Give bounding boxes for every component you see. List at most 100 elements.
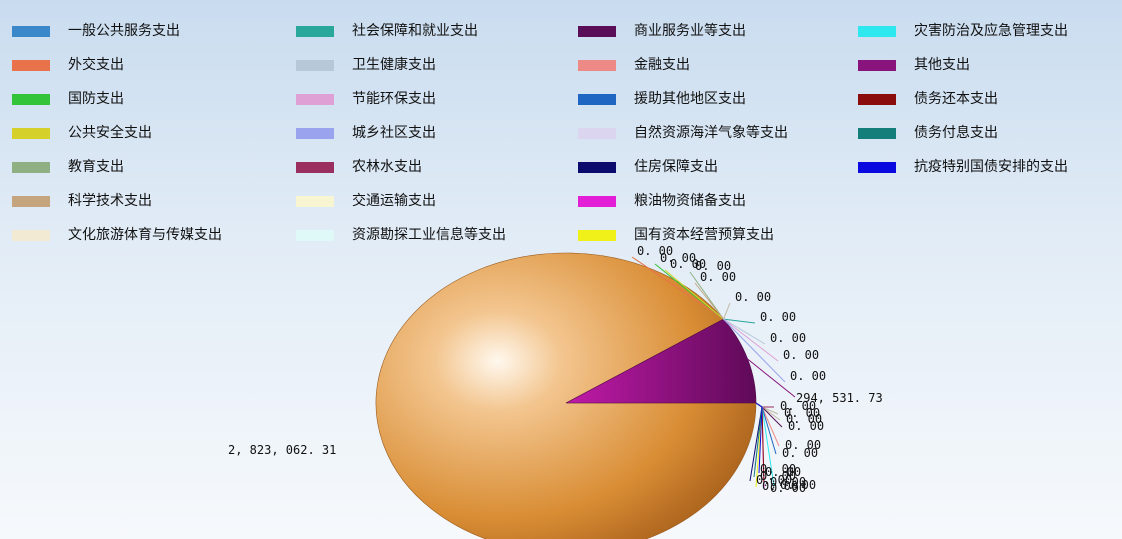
legend-label: 资源勘探工业信息等支出 xyxy=(352,227,506,243)
legend-label: 农林水支出 xyxy=(352,159,422,175)
legend-swatch xyxy=(858,93,896,105)
slice-value-label: 0. 00 xyxy=(785,438,821,452)
slice-value-label: 0. 00 xyxy=(762,479,798,493)
legend-label: 社会保障和就业支出 xyxy=(352,23,478,39)
legend-swatch xyxy=(858,59,896,71)
legend-item: 社会保障和就业支出 xyxy=(296,20,478,42)
legend-item: 交通运输支出 xyxy=(296,190,436,212)
slice-value-label: 0. 00 xyxy=(780,399,816,413)
legend-swatch xyxy=(296,229,334,241)
legend-label: 援助其他地区支出 xyxy=(634,91,746,107)
legend-item: 粮油物资储备支出 xyxy=(578,190,746,212)
slice-value-label: 0. 00 xyxy=(782,446,818,460)
slice-value-label: 0. 00 xyxy=(700,270,736,284)
legend-item: 一般公共服务支出 xyxy=(12,20,180,42)
slice-value-label: 0. 00 xyxy=(788,419,824,433)
legend-label: 粮油物资储备支出 xyxy=(634,193,746,209)
legend-swatch xyxy=(12,93,50,105)
legend-item: 科学技术支出 xyxy=(12,190,152,212)
legend-swatch xyxy=(296,93,334,105)
legend-item: 自然资源海洋气象等支出 xyxy=(578,122,788,144)
legend-label: 金融支出 xyxy=(634,57,690,73)
slice-value-label: 0. 00 xyxy=(760,310,796,324)
legend-swatch xyxy=(12,127,50,139)
legend-item: 商业服务业等支出 xyxy=(578,20,746,42)
slice-value-label: 294, 531. 73 xyxy=(796,391,883,405)
legend-label: 科学技术支出 xyxy=(68,193,152,209)
leader-line xyxy=(664,269,724,320)
legend-item: 城乡社区支出 xyxy=(296,122,436,144)
leader-line xyxy=(747,358,796,398)
slice-value-label: 0. 00 xyxy=(735,290,771,304)
legend-swatch xyxy=(578,127,616,139)
legend-item: 农林水支出 xyxy=(296,156,422,178)
legend-swatch xyxy=(12,229,50,241)
legend-swatch xyxy=(858,127,896,139)
slice-value-label: 0. 00 xyxy=(695,259,731,273)
legend-label: 抗疫特别国债安排的支出 xyxy=(914,159,1068,175)
legend-label: 国防支出 xyxy=(68,91,124,107)
legend-swatch xyxy=(578,229,616,241)
legend-label: 节能环保支出 xyxy=(352,91,436,107)
legend-label: 住房保障支出 xyxy=(634,159,718,175)
legend-item: 抗疫特别国债安排的支出 xyxy=(858,156,1068,178)
legend-label: 教育支出 xyxy=(68,159,124,175)
leader-line xyxy=(694,282,724,320)
legend-label: 文化旅游体育与传媒支出 xyxy=(68,227,222,243)
legend-item: 债务还本支出 xyxy=(858,88,998,110)
leader-line xyxy=(723,318,786,383)
legend-swatch xyxy=(296,127,334,139)
legend-swatch xyxy=(12,59,50,71)
slice-value-label: 0. 00 xyxy=(783,348,819,362)
legend-swatch xyxy=(858,25,896,37)
legend-swatch xyxy=(296,161,334,173)
legend-item: 金融支出 xyxy=(578,54,690,76)
legend-label: 外交支出 xyxy=(68,57,124,73)
legend-swatch xyxy=(296,59,334,71)
legend-swatch xyxy=(578,195,616,207)
legend-item: 住房保障支出 xyxy=(578,156,718,178)
legend-item: 国防支出 xyxy=(12,88,124,110)
legend-swatch xyxy=(578,59,616,71)
slice-value-label: 0. 00 xyxy=(760,462,796,476)
legend-swatch xyxy=(296,195,334,207)
legend-label: 一般公共服务支出 xyxy=(68,23,180,39)
legend-item: 文化旅游体育与传媒支出 xyxy=(12,224,222,246)
legend-swatch xyxy=(578,161,616,173)
legend-item: 灾害防治及应急管理支出 xyxy=(858,20,1068,42)
pie-slice xyxy=(375,252,757,539)
slice-value-label: 0. 00 xyxy=(756,473,792,487)
slice-value-label: 0. 00 xyxy=(670,257,706,271)
slice-value-label: 0. 00 xyxy=(770,475,806,489)
slice-value-label: 0. 00 xyxy=(790,369,826,383)
leader-line xyxy=(723,318,756,324)
legend-item: 教育支出 xyxy=(12,156,124,178)
legend-item: 国有资本经营预算支出 xyxy=(578,224,774,246)
slice-value-label: 0. 00 xyxy=(770,481,806,495)
legend-swatch xyxy=(578,25,616,37)
leader-line xyxy=(755,402,763,474)
legend-label: 其他支出 xyxy=(914,57,970,73)
legend-label: 自然资源海洋气象等支出 xyxy=(634,125,788,141)
leader-line xyxy=(723,318,766,345)
legend-item: 援助其他地区支出 xyxy=(578,88,746,110)
legend-swatch xyxy=(296,25,334,37)
slice-value-label: 0. 00 xyxy=(765,465,801,479)
legend-swatch xyxy=(578,93,616,105)
slice-value-label: 0. 00 xyxy=(786,412,822,426)
legend-item: 公共安全支出 xyxy=(12,122,152,144)
legend-label: 交通运输支出 xyxy=(352,193,436,209)
chart-legend: 一般公共服务支出 外交支出国防支出公共安全支出 教育支出科学技术支出文化旅游体育与传… xyxy=(0,0,1122,250)
legend-label: 灾害防治及应急管理支出 xyxy=(914,23,1068,39)
leader-line xyxy=(631,256,724,320)
legend-item: 外交支出 xyxy=(12,54,124,76)
legend-item: 卫生健康支出 xyxy=(296,54,436,76)
legend-label: 公共安全支出 xyxy=(68,125,152,141)
legend-label: 城乡社区支出 xyxy=(352,125,436,141)
slice-value-label: 0. 00 xyxy=(784,406,820,420)
legend-swatch xyxy=(12,25,50,37)
legend-item: 债务付息支出 xyxy=(858,122,998,144)
legend-label: 债务还本支出 xyxy=(914,91,998,107)
leader-line xyxy=(723,302,731,320)
